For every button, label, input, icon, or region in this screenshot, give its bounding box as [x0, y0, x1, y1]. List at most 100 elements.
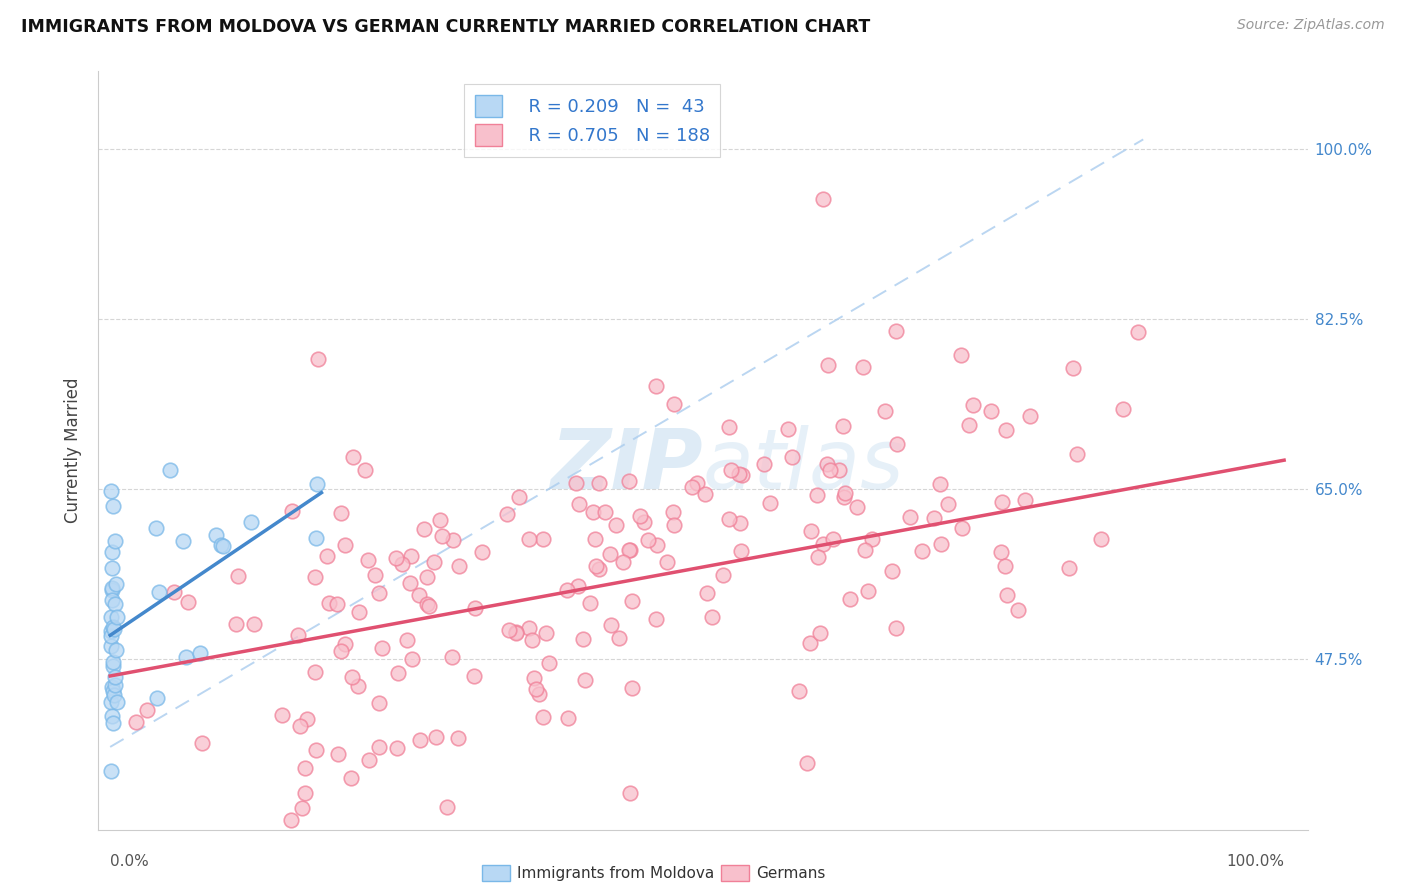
Point: [628, 509, 651, 524]
Point: [226, 569, 249, 583]
Point: [800, 524, 823, 538]
Point: [100, 624, 122, 638]
Point: [413, 523, 436, 537]
Point: [307, 477, 329, 491]
Point: [101, 684, 124, 698]
Point: [990, 495, 1012, 509]
Point: [980, 403, 1002, 417]
Point: [105, 695, 128, 709]
Point: [387, 665, 409, 680]
Point: [962, 398, 984, 412]
Point: [950, 521, 973, 535]
Point: [101, 620, 124, 634]
Point: [436, 799, 458, 814]
Point: [104, 643, 127, 657]
Point: [243, 617, 266, 632]
Point: [645, 378, 668, 392]
Point: [429, 513, 451, 527]
Point: [239, 515, 262, 529]
Text: atlas: atlas: [703, 425, 904, 506]
Point: [401, 652, 423, 666]
Point: [205, 527, 228, 541]
Point: [329, 506, 352, 520]
Text: Germans: Germans: [756, 866, 825, 880]
Point: [588, 562, 610, 576]
Text: 0.0%: 0.0%: [110, 854, 149, 869]
Point: [304, 665, 326, 680]
Point: [720, 463, 742, 477]
Point: [522, 633, 544, 648]
Point: [523, 671, 546, 685]
Text: Source: ZipAtlas.com: Source: ZipAtlas.com: [1237, 18, 1385, 32]
Point: [409, 732, 432, 747]
Point: [353, 463, 375, 477]
Point: [146, 690, 169, 705]
Point: [1126, 325, 1149, 339]
Point: [463, 669, 485, 683]
Point: [505, 625, 527, 640]
Point: [415, 570, 437, 584]
Point: [103, 656, 125, 670]
Point: [188, 646, 211, 660]
Point: [517, 621, 540, 635]
Point: [682, 480, 704, 494]
Point: [505, 626, 527, 640]
Point: [441, 650, 464, 665]
Point: [100, 545, 122, 559]
Point: [335, 637, 357, 651]
Point: [304, 570, 326, 584]
Point: [100, 581, 122, 595]
Point: [811, 192, 834, 206]
Point: [415, 597, 437, 611]
Point: [159, 463, 181, 477]
Point: [104, 678, 127, 692]
Point: [100, 639, 122, 653]
Point: [177, 595, 200, 609]
Point: [357, 553, 380, 567]
Point: [711, 567, 734, 582]
Point: [125, 714, 148, 729]
Point: [399, 575, 422, 590]
Point: [1014, 493, 1036, 508]
Point: [330, 643, 353, 657]
Point: [318, 596, 340, 610]
Point: [368, 739, 391, 754]
Point: [886, 324, 908, 338]
Point: [796, 756, 818, 770]
Point: [585, 559, 607, 574]
Point: [731, 468, 754, 483]
Point: [101, 592, 124, 607]
Point: [163, 584, 186, 599]
Point: [294, 761, 316, 775]
Point: [852, 360, 875, 375]
Point: [884, 621, 907, 635]
Point: [605, 517, 627, 532]
Point: [787, 684, 810, 698]
Point: [270, 707, 292, 722]
Point: [655, 555, 678, 569]
Point: [898, 510, 921, 524]
Point: [425, 730, 447, 744]
Point: [645, 537, 668, 551]
Point: [527, 687, 550, 701]
Point: [148, 585, 170, 599]
Point: [347, 679, 370, 693]
Point: [103, 688, 125, 702]
Point: [995, 423, 1018, 437]
Point: [957, 418, 980, 433]
Point: [385, 741, 408, 756]
Text: 100.0%: 100.0%: [1226, 854, 1284, 869]
Point: [100, 560, 122, 574]
Point: [882, 564, 904, 578]
Point: [326, 747, 349, 761]
Point: [418, 599, 440, 614]
Point: [225, 617, 247, 632]
Text: IMMIGRANTS FROM MOLDOVA VS GERMAN CURRENTLY MARRIED CORRELATION CHART: IMMIGRANTS FROM MOLDOVA VS GERMAN CURREN…: [21, 18, 870, 36]
Point: [399, 549, 422, 564]
Point: [696, 585, 718, 599]
Point: [100, 764, 122, 779]
Point: [498, 624, 520, 638]
Point: [730, 544, 752, 558]
Point: [447, 559, 470, 574]
Point: [364, 568, 387, 582]
